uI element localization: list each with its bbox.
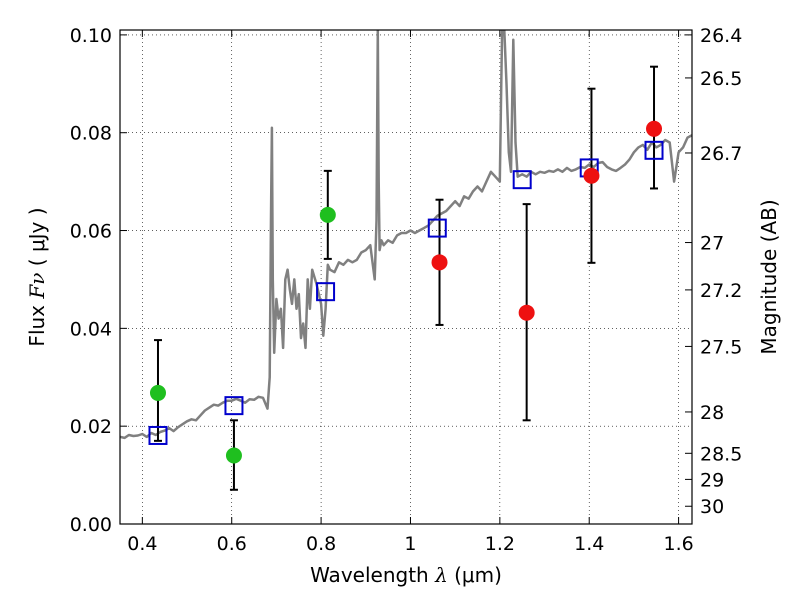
mag-tick-label: 28.5 <box>700 443 742 465</box>
mag-tick-label: 27 <box>700 233 724 255</box>
red-point <box>431 254 448 271</box>
green-point <box>225 447 242 464</box>
mag-tick-label: 26.7 <box>700 143 742 165</box>
y-tick-label: 0.10 <box>70 25 112 47</box>
model-photometry-square <box>148 425 168 445</box>
mag-tick-label: 30 <box>700 496 724 518</box>
mag-tick-label: 27.2 <box>700 280 742 302</box>
red-point <box>583 167 600 184</box>
mag-tick-label: 26.5 <box>700 68 742 90</box>
x-tick-label: 1.6 <box>663 533 693 555</box>
y-tick-label: 0.08 <box>70 123 112 145</box>
plot-background <box>120 30 692 524</box>
y-tick-label: 0.06 <box>70 221 112 243</box>
green-point <box>149 384 166 401</box>
red-point <box>518 304 535 321</box>
y-tick-label: 0.02 <box>70 416 112 438</box>
plot-area <box>120 30 692 491</box>
y-tick-label: 0.00 <box>70 514 112 536</box>
x-axis-label: Wavelength λ (μm) <box>310 563 502 587</box>
mag-tick-label: 26.4 <box>700 25 742 47</box>
x-tick-label: 0.6 <box>217 533 247 555</box>
model-photometry-square <box>512 170 532 190</box>
y-axis-right-label: Magnitude (AB) <box>757 199 781 354</box>
green-point <box>319 206 336 223</box>
x-tick-label: 1.4 <box>574 533 604 555</box>
model-photometry-square <box>644 140 664 160</box>
x-tick-label: 1 <box>404 533 416 555</box>
mag-tick-label: 28 <box>700 402 724 424</box>
plot-frame <box>119 29 693 525</box>
y-axis-label: Flux Fν ( μJy ) <box>25 207 49 346</box>
model-photometry-square <box>316 282 336 302</box>
red-point <box>646 120 663 137</box>
y-tick-label: 0.04 <box>70 318 112 340</box>
x-tick-label: 1.2 <box>485 533 515 555</box>
x-tick-label: 0.8 <box>306 533 336 555</box>
axes: 0.4 0.6 0.8 1 1.2 1.4 1.6 0.00 0.02 0.04 0.06 0.08 0… <box>70 25 743 555</box>
mag-tick-label: 29 <box>700 469 724 491</box>
mag-tick-label: 27.5 <box>700 336 742 358</box>
model-photometry-square <box>427 218 447 238</box>
x-tick-label: 0.4 <box>127 533 157 555</box>
model-photometry-square <box>224 396 244 416</box>
